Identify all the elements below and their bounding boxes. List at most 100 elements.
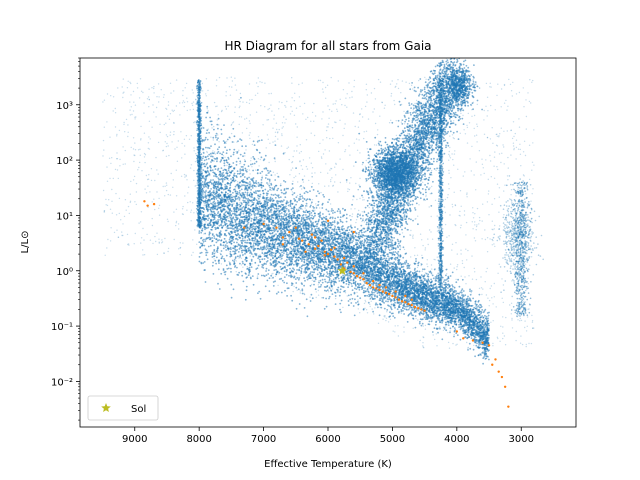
gaia-star-point	[372, 310, 374, 313]
gaia-star-point	[240, 96, 242, 99]
gaia-star-point	[326, 281, 329, 284]
gaia-star-point	[275, 292, 278, 295]
gaia-star-point	[469, 347, 472, 350]
gaia-star-point	[455, 303, 458, 305]
gaia-star-point	[287, 187, 289, 190]
gaia-star-point	[474, 355, 476, 358]
plot-area	[79, 57, 577, 428]
gaia-star-point	[254, 226, 256, 228]
gaia-star-point	[268, 178, 271, 181]
gaia-star-point	[252, 140, 255, 143]
gaia-star-point	[358, 284, 360, 287]
gaia-star-point	[384, 249, 387, 251]
gaia-star-point	[406, 321, 409, 323]
gaia-star-point	[310, 293, 313, 296]
gaia-star-point	[290, 247, 293, 250]
gaia-star-point	[269, 258, 272, 261]
gaia-star-point	[300, 216, 303, 219]
gaia-star-point	[434, 276, 437, 278]
gaia-star-point	[283, 270, 286, 273]
gaia-star-point	[408, 267, 411, 269]
gaia-star-point	[340, 232, 342, 235]
gaia-star-point	[229, 262, 231, 264]
gaia-star-point	[379, 254, 382, 257]
gaia-star-point	[335, 228, 338, 231]
gaia-star-point	[314, 288, 317, 291]
gaia-star-point	[219, 218, 222, 221]
gaia-star-point	[203, 213, 205, 216]
gaia-star-point	[203, 238, 205, 241]
gaia-star-point	[272, 224, 275, 227]
gaia-star-point	[260, 186, 263, 189]
gaia-star-point	[212, 273, 215, 275]
gaia-star-point	[265, 274, 268, 277]
gaia-star-point	[218, 262, 220, 264]
gaia-star-point	[370, 282, 373, 285]
gaia-star-point	[218, 288, 221, 290]
gaia-star-point	[350, 302, 353, 304]
gaia-star-point	[290, 284, 293, 286]
gaia-star-point	[300, 267, 303, 270]
gaia-star-point	[319, 279, 322, 282]
gaia-star-point	[386, 253, 388, 256]
gaia-star-point	[341, 263, 344, 266]
gaia-star-point	[428, 323, 431, 326]
gaia-star-point	[284, 196, 287, 199]
gaia-star-point	[301, 197, 304, 199]
gaia-star-point	[214, 259, 217, 262]
gaia-star-point	[420, 324, 423, 327]
gaia-star-point	[354, 298, 356, 301]
gaia-star-point	[230, 271, 232, 273]
gaia-star-point	[338, 280, 341, 282]
gaia-star-point	[353, 292, 356, 295]
gaia-star-point	[308, 214, 311, 216]
gaia-star-point	[244, 298, 247, 301]
gaia-star-point	[273, 269, 276, 271]
gaia-star-point	[364, 287, 366, 289]
gaia-star-point	[301, 264, 304, 267]
gaia-star-point	[295, 286, 298, 289]
gaia-star-point	[252, 283, 255, 286]
gaia-star-point	[339, 291, 342, 294]
gaia-star-point	[464, 294, 467, 297]
gaia-star-point	[461, 298, 463, 300]
gaia-star-point	[389, 286, 392, 288]
gaia-star-point	[395, 287, 398, 290]
gaia-star-point	[236, 241, 238, 244]
gaia-star-point	[246, 191, 249, 194]
gaia-star-point	[449, 288, 452, 290]
gaia-star-point	[233, 148, 236, 151]
gaia-star-point	[330, 281, 332, 284]
gaia-star-point	[249, 239, 251, 241]
gaia-star-point	[478, 293, 481, 296]
gaia-star-point	[237, 183, 239, 186]
gaia-star-point	[239, 168, 242, 171]
gaia-star-point	[258, 139, 261, 142]
gaia-star-point	[325, 208, 328, 211]
gaia-star-point	[263, 158, 266, 161]
gaia-star-point	[339, 212, 342, 214]
gaia-star-point	[316, 239, 318, 242]
gaia-star-point	[406, 309, 408, 311]
gaia-star-point	[207, 146, 209, 149]
gaia-star-point	[428, 320, 431, 323]
gaia-star-point	[274, 252, 277, 255]
gaia-star-point	[262, 221, 265, 223]
gaia-star-point	[270, 208, 272, 211]
gaia-star-point	[257, 257, 259, 260]
gaia-star-point	[284, 260, 287, 262]
gaia-star-point	[285, 233, 288, 236]
gaia-star-point	[349, 298, 351, 301]
gaia-star-point	[330, 224, 333, 227]
gaia-star-point	[265, 267, 268, 270]
gaia-star-point	[212, 190, 215, 192]
gaia-star-point	[223, 216, 225, 219]
gaia-star-point	[278, 217, 281, 220]
gaia-star-point	[210, 145, 212, 148]
gaia-star-point	[321, 207, 324, 209]
gaia-star-point	[337, 216, 339, 219]
gaia-star-point	[431, 331, 434, 333]
gaia-star-point	[354, 280, 357, 283]
gaia-star-point	[447, 283, 450, 286]
gaia-star-point	[210, 228, 213, 231]
